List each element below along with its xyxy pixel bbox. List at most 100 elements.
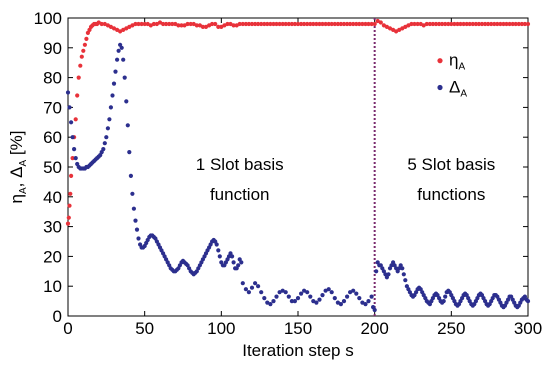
- data-point: [492, 21, 497, 27]
- data-point: [265, 21, 270, 27]
- data-point: [256, 284, 261, 289]
- x-tick-label: 0: [63, 319, 72, 338]
- y-tick-label: 70: [43, 98, 62, 117]
- data-point: [326, 21, 331, 27]
- y-axis-label-sub1: A: [18, 187, 29, 194]
- data-point: [292, 21, 297, 27]
- data-point: [133, 218, 138, 223]
- data-point: [78, 63, 83, 68]
- data-point: [289, 21, 294, 27]
- data-point: [305, 290, 310, 295]
- data-point: [351, 21, 356, 27]
- data-point: [70, 135, 75, 140]
- data-point: [139, 21, 144, 27]
- data-point: [68, 191, 73, 196]
- data-point: [498, 21, 503, 27]
- data-point: [142, 21, 147, 27]
- data-point: [73, 156, 78, 161]
- data-point: [292, 299, 297, 304]
- data-point: [369, 294, 374, 299]
- data-point: [236, 263, 241, 268]
- data-point: [259, 21, 264, 27]
- data-point: [115, 57, 120, 62]
- y-tick-label: 20: [43, 247, 62, 266]
- data-point: [455, 21, 460, 27]
- data-point: [437, 21, 442, 27]
- y-tick-label: 60: [43, 128, 62, 147]
- data-point: [214, 242, 219, 247]
- data-point: [354, 21, 359, 27]
- data-point: [495, 21, 500, 27]
- data-point: [179, 23, 184, 28]
- data-point: [320, 21, 325, 27]
- data-point: [302, 21, 307, 27]
- series-eta: [65, 18, 531, 226]
- data-point: [351, 288, 356, 293]
- data-point: [164, 21, 169, 27]
- data-point: [513, 21, 518, 27]
- data-point: [213, 21, 218, 27]
- y-tick-label: 40: [43, 188, 62, 207]
- data-point: [217, 254, 222, 259]
- annotations: 1 Slot basis function 5 Slot basis function…: [196, 155, 495, 204]
- data-point: [253, 281, 258, 286]
- plot-area: [67, 17, 529, 317]
- data-point: [102, 141, 107, 146]
- data-point: [210, 21, 215, 27]
- data-point: [458, 21, 463, 27]
- data-point: [200, 24, 205, 29]
- y-axis-label-unit: [%]: [7, 131, 26, 160]
- data-point: [176, 23, 181, 28]
- data-point: [271, 299, 276, 304]
- data-point: [108, 105, 113, 110]
- data-point: [329, 290, 334, 295]
- data-point: [461, 21, 466, 27]
- data-point: [136, 236, 141, 241]
- data-point: [73, 117, 78, 122]
- data-point: [440, 21, 445, 27]
- data-point: [69, 173, 74, 178]
- data-point: [188, 21, 193, 27]
- data-point: [400, 266, 405, 271]
- data-point: [360, 21, 365, 27]
- data-point: [507, 21, 512, 27]
- data-point: [314, 300, 319, 305]
- data-point: [357, 21, 362, 27]
- y-tick-label: 100: [34, 9, 62, 28]
- data-point: [452, 21, 457, 27]
- data-point: [274, 21, 279, 27]
- data-point: [67, 105, 72, 110]
- data-point: [274, 294, 279, 299]
- data-point: [70, 156, 75, 161]
- data-point: [386, 272, 391, 277]
- data-point: [107, 117, 112, 122]
- data-point: [65, 221, 71, 226]
- data-point: [363, 302, 368, 307]
- data-point: [372, 307, 377, 313]
- data-point: [122, 75, 127, 80]
- data-point: [489, 21, 494, 27]
- data-point: [124, 99, 129, 104]
- data-point: [243, 21, 248, 27]
- data-point: [338, 21, 343, 27]
- data-point: [69, 120, 74, 125]
- data-point: [522, 21, 528, 27]
- data-point: [441, 299, 446, 304]
- data-point: [412, 21, 417, 27]
- data-point: [66, 215, 71, 220]
- data-point: [262, 296, 267, 301]
- data-point: [525, 299, 531, 304]
- y-tick-labels: 0 10 20 30 40 50 60 70 80 90 100: [34, 9, 62, 326]
- data-point: [75, 93, 80, 98]
- data-point: [366, 299, 371, 304]
- data-point: [326, 287, 331, 292]
- data-point: [268, 302, 273, 307]
- legend: ηA ΔA: [437, 51, 467, 100]
- data-point: [262, 21, 267, 27]
- y-tick-label: 10: [43, 277, 62, 296]
- data-point: [231, 260, 236, 265]
- x-tick-label: 50: [135, 319, 154, 338]
- data-point: [230, 254, 235, 259]
- data-point: [161, 21, 166, 27]
- data-point: [443, 294, 448, 299]
